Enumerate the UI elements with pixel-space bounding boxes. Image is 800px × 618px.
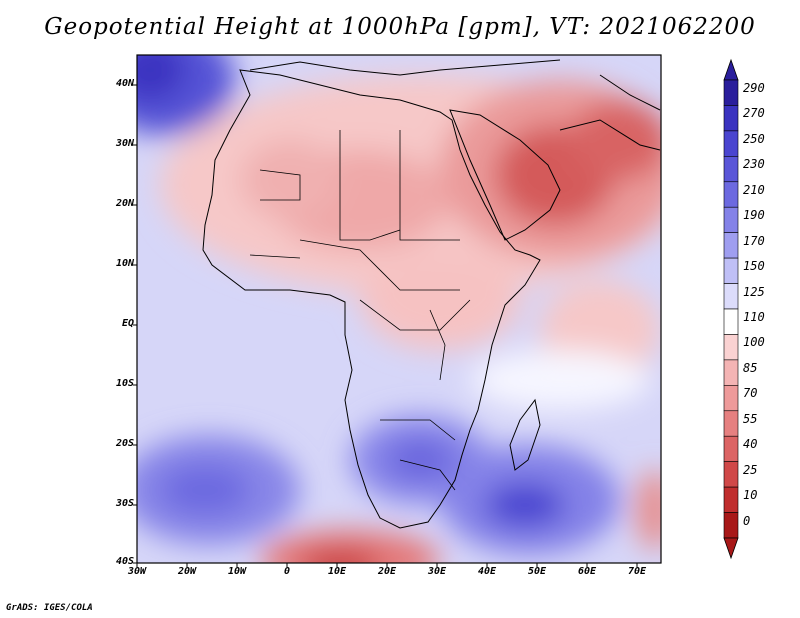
colorbar-label: 210 (743, 182, 765, 197)
colorbar-label: 85 (743, 360, 758, 375)
colorbar-label: 100 (743, 335, 765, 350)
colorbar-swatch (723, 105, 739, 132)
lat-label: 30N (115, 138, 134, 149)
map-frame (136, 54, 662, 564)
colorbar-label: 110 (743, 310, 765, 324)
lon-label: 70E (627, 566, 647, 577)
colorbar-swatch (723, 156, 739, 183)
lon-label: 60E (577, 566, 597, 577)
colorbar-label: 55 (743, 411, 758, 426)
colorbar (723, 58, 739, 560)
lat-label: 30S (115, 498, 134, 509)
colorbar-swatch (723, 435, 739, 462)
colorbar-swatch (723, 486, 739, 513)
lat-label: EQ (121, 318, 134, 329)
colorbar-bottom-arrow (723, 537, 739, 560)
colorbar-swatch (723, 359, 739, 386)
country-borders (249, 130, 471, 491)
lon-label: 20W (177, 566, 197, 577)
colorbar-swatch (723, 385, 739, 412)
lat-label: 10S (115, 378, 134, 389)
colorbar-label: 270 (743, 106, 765, 121)
height-field (137, 55, 661, 563)
colorbar-swatch (723, 410, 739, 437)
colorbar-label: 250 (743, 131, 765, 146)
colorbar-label: 0 (743, 513, 751, 528)
colorbar-label: 230 (743, 157, 765, 172)
colorbar-swatch (723, 257, 739, 284)
lon-label: 50E (527, 566, 547, 577)
colorbar-swatch (723, 130, 739, 157)
lat-label: 20S (115, 438, 134, 449)
lon-label: 10W (227, 566, 247, 577)
lon-label: 0 (283, 566, 291, 577)
colorbar-swatch (723, 308, 739, 335)
colorbar-swatch (723, 283, 739, 310)
lat-label: 10N (115, 258, 134, 269)
lon-label: 40E (477, 566, 497, 577)
colorbar-label: 25 (743, 462, 758, 477)
colorbar-swatch (723, 181, 739, 208)
colorbar-swatch (723, 206, 739, 233)
colorbar-label: 150 (743, 259, 765, 274)
colorbar-label: 125 (743, 284, 765, 299)
lon-label: 20E (377, 566, 397, 577)
colorbar-swatch (723, 461, 739, 488)
lon-label: 30W (127, 566, 147, 577)
colorbar-label: 170 (743, 233, 765, 248)
lon-label: 10E (327, 566, 347, 577)
credit-text: GrADS: IGES/COLA (6, 603, 93, 613)
colorbar-label: 190 (743, 208, 765, 223)
colorbar-swatch (723, 79, 739, 106)
coastlines (202, 59, 661, 529)
colorbar-label: 70 (743, 386, 758, 401)
colorbar-label: 10 (743, 488, 758, 503)
colorbar-swatch (723, 512, 739, 539)
lat-label: 40N (115, 78, 134, 89)
colorbar-swatch (723, 334, 739, 361)
axis-ticks (133, 84, 638, 567)
map-title: Geopotential Height at 1000hPa [gpm], VT… (44, 14, 756, 40)
colorbar-label: 290 (743, 81, 765, 95)
colorbar-top-arrow (723, 58, 739, 81)
colorbar-label: 40 (743, 437, 758, 452)
lat-label: 40S (115, 556, 134, 567)
lat-label: 20N (115, 198, 134, 209)
colorbar-swatch (723, 232, 739, 259)
lon-label: 30E (427, 566, 447, 577)
